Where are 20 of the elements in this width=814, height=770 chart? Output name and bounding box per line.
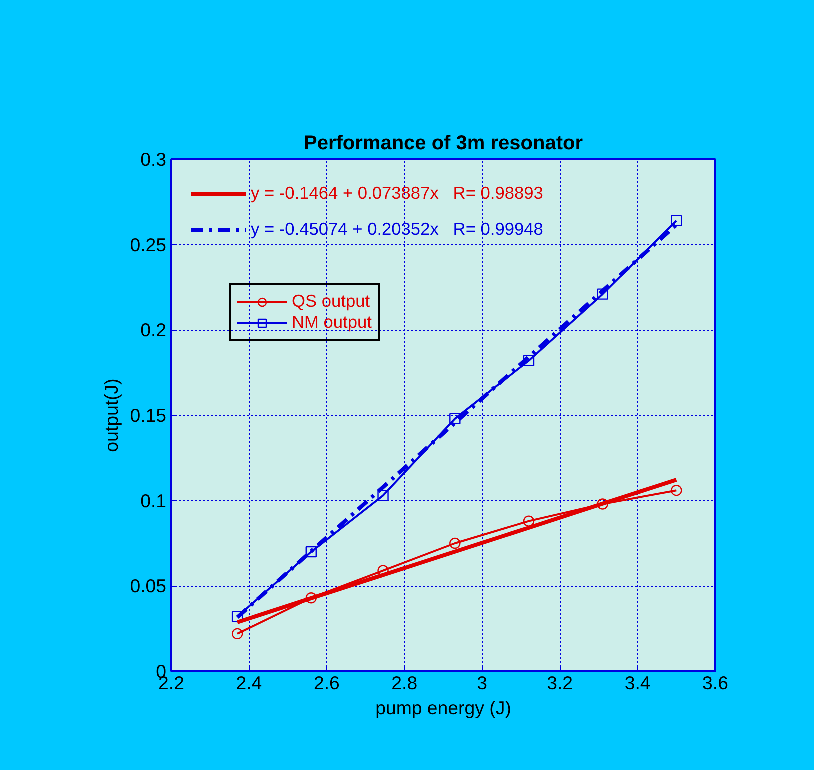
y-tick-label: 0.15: [130, 405, 166, 426]
legend-label: NM output: [292, 312, 372, 333]
legend-label: y = -0.45074 + 0.20352x R= 0.99948: [251, 219, 544, 240]
y-tick-label: 0.1: [140, 490, 167, 512]
chart-title: Performance of 3m resonator: [304, 132, 584, 154]
y-tick-label: 0.2: [140, 320, 167, 341]
x-axis-title: pump energy (J): [376, 698, 512, 718]
x-tick-label: 2.4: [236, 672, 262, 694]
x-tick-label: 2.8: [392, 672, 418, 694]
x-tick-label: 2.6: [314, 672, 340, 694]
x-tick-label: 3: [477, 672, 488, 694]
y-tick-label: 0.25: [130, 234, 166, 256]
legend-label: QS output: [292, 291, 370, 312]
legend-label: y = -0.1464 + 0.073887x R= 0.98893: [251, 183, 544, 204]
x-tick-label: 3.6: [702, 672, 728, 694]
x-tick-label: 3.4: [624, 672, 651, 694]
y-tick-label: 0.05: [130, 576, 166, 597]
x-tick-label: 3.2: [547, 672, 574, 694]
y-axis-title: output(J): [101, 378, 122, 452]
y-tick-label: 0.3: [140, 149, 167, 170]
